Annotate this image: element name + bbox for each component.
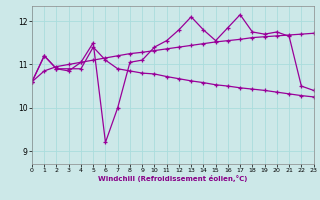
X-axis label: Windchill (Refroidissement éolien,°C): Windchill (Refroidissement éolien,°C) bbox=[98, 175, 247, 182]
